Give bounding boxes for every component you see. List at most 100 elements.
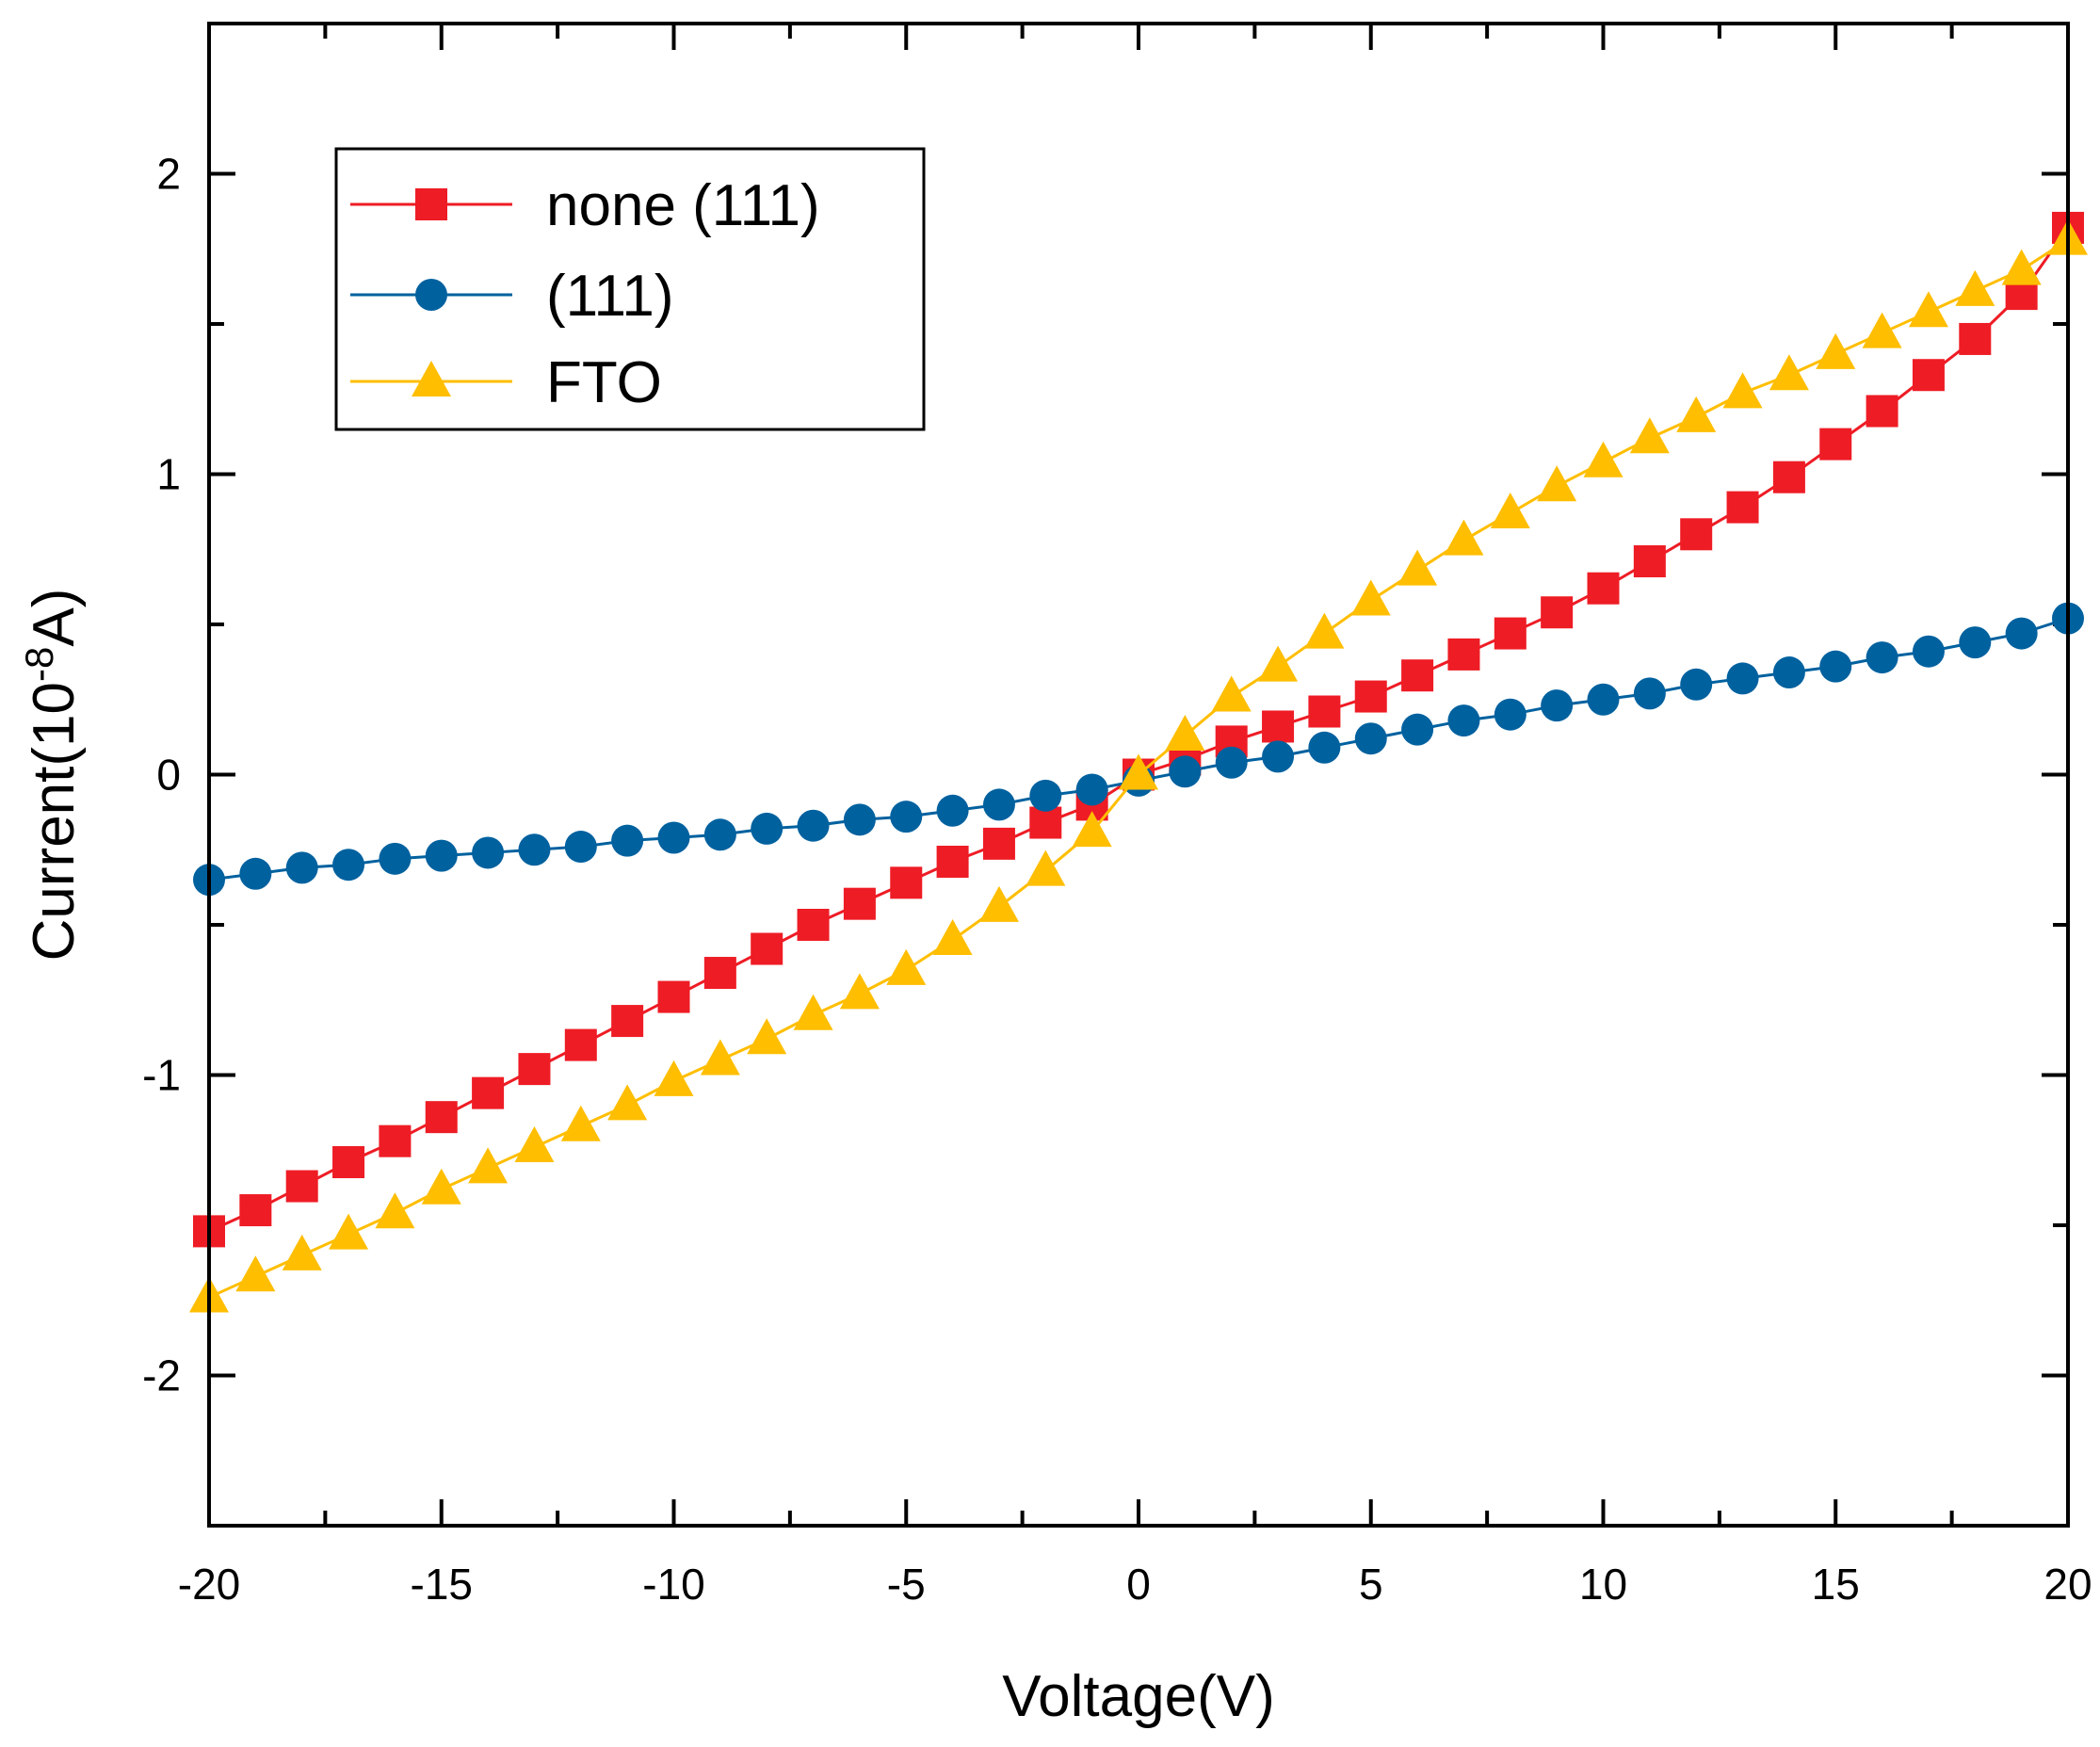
data-point xyxy=(611,824,644,857)
data-point xyxy=(379,1124,412,1157)
y-tick-labels: -2 -1 0 1 2 xyxy=(142,150,181,1400)
x-tick-label: 10 xyxy=(1579,1560,1627,1609)
legend-swatch-marker xyxy=(412,361,451,396)
data-point xyxy=(1026,849,1066,886)
data-point xyxy=(843,887,876,920)
data-point xyxy=(886,948,927,985)
legend-item: (111) xyxy=(350,264,674,329)
data-point xyxy=(564,831,597,864)
data-point xyxy=(375,1192,415,1229)
data-point xyxy=(564,1028,597,1061)
data-point xyxy=(1447,638,1480,671)
data-point xyxy=(518,833,551,866)
data-point xyxy=(1262,740,1295,773)
legend-label: (111) xyxy=(546,264,674,329)
data-point xyxy=(1541,596,1574,629)
x-axis-title: Voltage(V) xyxy=(1002,1664,1275,1729)
y-axis-title-prefix: Current(10 xyxy=(22,682,87,961)
data-point xyxy=(1772,656,1805,689)
data-point xyxy=(797,809,830,842)
data-point xyxy=(1583,441,1623,477)
data-point xyxy=(1029,779,1062,812)
data-point xyxy=(1726,491,1759,524)
data-point xyxy=(235,1255,276,1292)
data-point xyxy=(421,1168,461,1205)
data-point xyxy=(560,1105,601,1141)
data-point xyxy=(332,1146,365,1179)
data-point xyxy=(1537,465,1577,502)
data-point xyxy=(751,812,783,845)
data-point xyxy=(472,836,505,869)
y-tick-label: -1 xyxy=(142,1051,181,1100)
y-tick-label: -2 xyxy=(142,1351,181,1400)
data-point xyxy=(1401,659,1434,692)
y-tick-label: 0 xyxy=(156,751,181,800)
x-tick-label: 20 xyxy=(2043,1560,2092,1609)
data-point xyxy=(890,866,923,899)
data-point xyxy=(936,794,969,827)
data-point xyxy=(239,857,272,890)
data-point xyxy=(751,932,783,965)
data-point xyxy=(1494,698,1527,731)
data-point xyxy=(1494,617,1527,650)
x-tick-label: -10 xyxy=(642,1560,704,1609)
data-point xyxy=(518,1053,551,1086)
data-point xyxy=(607,1084,648,1121)
data-point xyxy=(2005,617,2038,650)
series-triangle xyxy=(189,218,2088,1313)
data-point xyxy=(982,788,1015,821)
legend-label: none (111) xyxy=(546,173,820,238)
data-point xyxy=(1819,428,1852,461)
data-point xyxy=(239,1194,272,1227)
data-point xyxy=(472,1076,505,1109)
data-point xyxy=(700,1039,740,1076)
legend-item: FTO xyxy=(350,350,662,415)
data-point xyxy=(843,803,876,836)
x-tick-label: -20 xyxy=(178,1560,240,1609)
data-point xyxy=(1308,731,1341,764)
data-point xyxy=(793,994,833,1030)
data-point xyxy=(425,1101,458,1134)
data-point xyxy=(797,909,830,941)
data-point xyxy=(1444,519,1484,556)
data-point xyxy=(1258,645,1299,682)
data-point xyxy=(1354,722,1387,755)
data-point xyxy=(1215,746,1248,779)
data-point xyxy=(978,885,1019,922)
data-point xyxy=(1726,662,1759,695)
data-point xyxy=(703,818,736,851)
x-tick-label: -5 xyxy=(887,1560,926,1609)
data-point xyxy=(1169,755,1202,788)
legend-item: none (111) xyxy=(350,173,820,238)
data-point xyxy=(1959,322,1992,355)
data-point xyxy=(1304,612,1345,649)
legend-swatch-marker xyxy=(415,279,447,311)
data-point xyxy=(1401,713,1434,746)
data-point xyxy=(936,846,969,879)
data-point xyxy=(1308,695,1341,728)
data-point xyxy=(1587,572,1620,605)
data-point xyxy=(1866,641,1898,674)
data-point xyxy=(1722,372,1763,409)
data-point xyxy=(657,821,690,854)
data-point xyxy=(1629,417,1670,454)
x-tick-label: -15 xyxy=(411,1560,473,1609)
x-tick-label: 5 xyxy=(1359,1560,1383,1609)
data-point xyxy=(703,957,736,990)
legend-swatch-marker xyxy=(415,188,447,220)
data-point xyxy=(1676,396,1717,432)
data-point xyxy=(1397,549,1438,586)
data-point xyxy=(1029,806,1062,839)
y-tick-label: 2 xyxy=(156,150,181,199)
x-tick-label: 15 xyxy=(1812,1560,1860,1609)
data-point xyxy=(932,918,973,955)
y-axis-title-suffix: A) xyxy=(22,589,87,647)
legend: none (111) (111) FTO xyxy=(334,147,926,431)
data-point xyxy=(1165,715,1205,752)
data-point xyxy=(1075,773,1108,806)
data-point xyxy=(1490,492,1530,528)
data-point xyxy=(468,1147,509,1184)
data-point xyxy=(1908,291,1948,328)
data-point xyxy=(654,1060,694,1096)
data-point xyxy=(1912,359,1945,392)
